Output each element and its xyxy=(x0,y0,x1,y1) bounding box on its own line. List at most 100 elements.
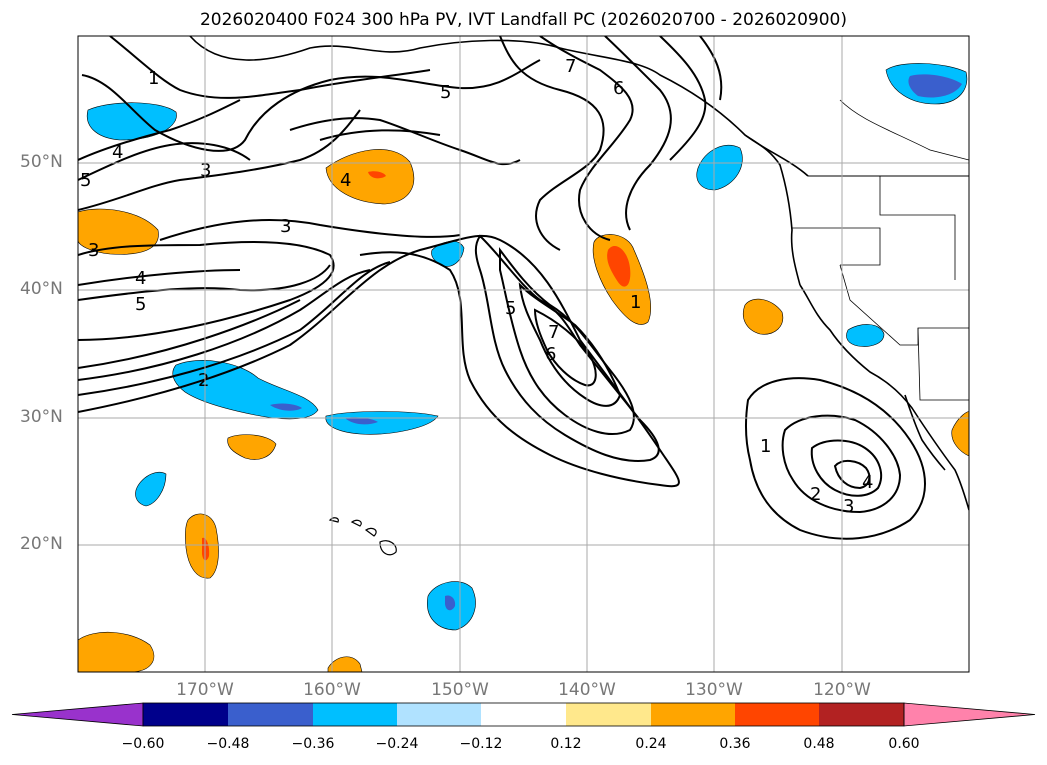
colorbar-tick: 0.60 xyxy=(888,736,920,752)
contour-label: 4 xyxy=(862,472,873,493)
colorbar-bin xyxy=(228,703,313,726)
contour-line xyxy=(78,241,335,341)
contour-line xyxy=(744,377,926,540)
colorbar-tick: −0.36 xyxy=(291,736,335,752)
contour-label: 7 xyxy=(548,322,559,343)
colorbar-bin xyxy=(481,703,566,726)
contour-label: 5 xyxy=(440,82,451,103)
anomaly-patch xyxy=(327,656,363,672)
colorbar-tick: −0.12 xyxy=(459,736,503,752)
anomaly-patch xyxy=(227,434,277,460)
coastlines xyxy=(189,36,969,511)
contour-line xyxy=(78,109,361,211)
lon-label: 150°W xyxy=(431,680,489,700)
contour-label: 4 xyxy=(340,170,351,191)
anomaly-patch xyxy=(607,246,631,287)
colorbar xyxy=(11,702,1036,727)
colorbar-bin xyxy=(397,703,481,726)
anomaly-patch xyxy=(445,595,456,611)
contour-line xyxy=(699,36,723,101)
contour-line xyxy=(499,247,635,435)
contour-line xyxy=(78,261,391,396)
contour-line xyxy=(499,36,605,251)
contour-label: 1 xyxy=(760,436,771,457)
hawaii-island xyxy=(328,517,339,523)
colorbar-extend-high xyxy=(903,702,1036,727)
map-field: 1 4 5 3 4 5 3 4 5 2 5 7 6 7 6 1 2 3 4 1 … xyxy=(78,36,969,672)
lon-label: 120°W xyxy=(813,680,871,700)
contour-label: 5 xyxy=(80,170,91,191)
bc-coast xyxy=(744,134,801,286)
lon-label: 140°W xyxy=(558,680,616,700)
anomaly-patch xyxy=(78,208,159,255)
lat-label: 20°N xyxy=(20,534,63,554)
contour-line xyxy=(289,117,521,166)
colorbar-tick: 0.24 xyxy=(635,736,667,752)
state-border xyxy=(839,264,969,346)
anomaly-patch xyxy=(270,403,302,411)
colorbar-tick: −0.48 xyxy=(206,736,250,752)
contour-line xyxy=(78,269,241,286)
colorbar-bin xyxy=(313,703,397,726)
colorbar-bin xyxy=(143,703,228,726)
contour-label: 4 xyxy=(112,142,123,163)
map-frame xyxy=(77,35,970,673)
contour-line xyxy=(833,460,871,490)
state-border xyxy=(879,176,956,280)
anomaly-shading xyxy=(78,63,969,672)
contour-label: 3 xyxy=(843,496,854,517)
contour-label: 7 xyxy=(565,56,576,77)
state-border xyxy=(839,99,969,161)
colorbar-bin xyxy=(819,703,904,726)
lon-label: 170°W xyxy=(176,680,234,700)
anomaly-patch xyxy=(951,411,969,457)
contour-line xyxy=(810,439,883,497)
contour-label: 6 xyxy=(613,78,624,99)
contour-line xyxy=(659,36,707,161)
contour-label: 3 xyxy=(280,216,291,237)
alaska-coast xyxy=(189,36,809,177)
hawaii-island xyxy=(379,540,397,556)
anomaly-patch xyxy=(135,471,167,507)
baja-coast xyxy=(904,394,946,471)
contour-line xyxy=(78,269,371,381)
lat-label: 50°N xyxy=(20,152,63,172)
anomaly-patch xyxy=(846,324,885,347)
contour-line xyxy=(604,36,672,231)
contour-line xyxy=(159,219,461,241)
colorbar-bin xyxy=(735,703,819,726)
contour-label: 2 xyxy=(198,370,209,391)
anomaly-patch xyxy=(86,102,177,141)
contour-line xyxy=(78,99,241,161)
contour-line xyxy=(539,36,634,241)
state-border xyxy=(792,227,881,266)
colorbar-bin xyxy=(651,703,735,726)
contour-line xyxy=(81,59,541,152)
anomaly-patch xyxy=(696,144,743,191)
colorbar-frame xyxy=(142,702,905,727)
colorbar-extend-low xyxy=(11,702,144,727)
hawaii-island xyxy=(350,519,362,527)
colorbar-tick: 0.12 xyxy=(550,736,582,752)
mexico-border xyxy=(917,327,969,401)
anomaly-patch xyxy=(202,537,210,561)
anomaly-patch xyxy=(368,171,386,179)
anomaly-patch xyxy=(742,298,784,335)
contour-label: 1 xyxy=(148,68,159,89)
contour-line xyxy=(109,36,431,99)
anomaly-patch xyxy=(185,513,219,579)
map-title: 2026020400 F024 300 hPa PV, IVT Landfall… xyxy=(199,10,847,30)
contour-line xyxy=(518,282,622,407)
colorbar-bin xyxy=(566,703,651,726)
contour-label: 3 xyxy=(88,240,99,261)
anomaly-patch xyxy=(345,417,378,425)
colorbar-tick: 0.36 xyxy=(719,736,751,752)
anomaly-patch xyxy=(325,411,439,435)
contour-line xyxy=(533,308,597,387)
contour-label: 4 xyxy=(135,268,146,289)
contour-line xyxy=(319,129,441,141)
contour-label: 2 xyxy=(810,484,821,505)
graticule xyxy=(78,36,969,672)
hawaii-island xyxy=(364,527,377,537)
